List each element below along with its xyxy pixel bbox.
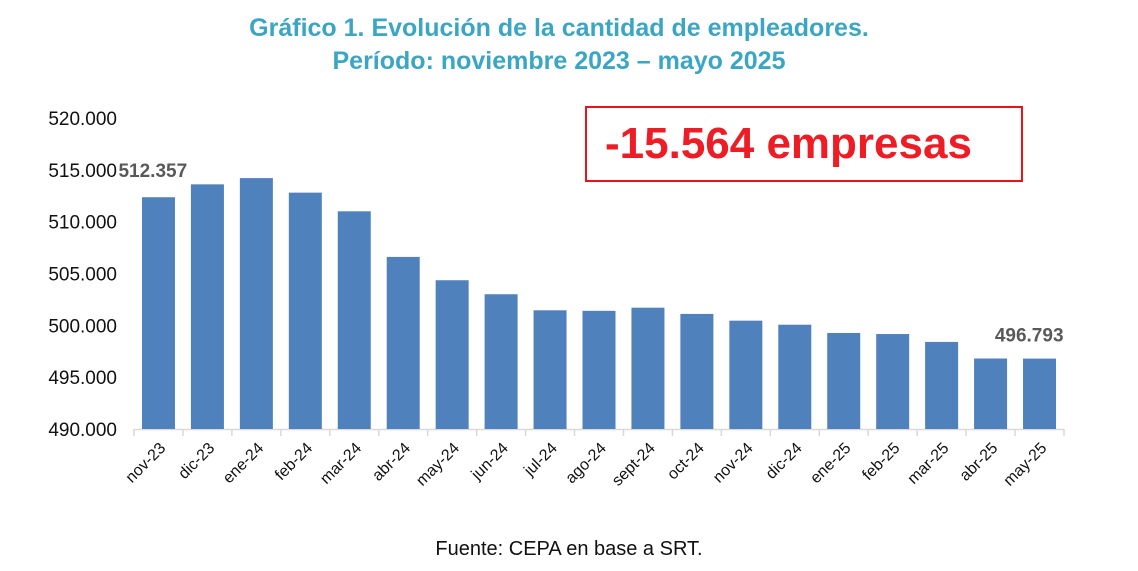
bar-dic-23 xyxy=(190,184,224,429)
bar-ago-24 xyxy=(582,310,616,429)
bar-mar-25 xyxy=(925,341,959,429)
x-tick-label: nov-24 xyxy=(710,440,757,487)
bar-oct-24 xyxy=(680,313,714,429)
y-tick-label: 520.000 xyxy=(48,109,117,130)
chart-title: Gráfico 1. Evolución de la cantidad de e… xyxy=(249,14,869,42)
y-tick-label: 505.000 xyxy=(48,265,117,286)
bar-chart: 490.000 495.000 500.000 505.000 510.000 515.0… xyxy=(48,109,1065,490)
bar-abr-24 xyxy=(386,256,420,429)
source-note: Fuente: CEPA en base a SRT. xyxy=(435,538,703,560)
bar-feb-24 xyxy=(288,192,322,429)
bar-may-24 xyxy=(435,280,469,429)
x-tick-label: sept-24 xyxy=(609,440,659,490)
bar-jul-24 xyxy=(533,310,567,429)
data-label: 512.357 xyxy=(118,161,187,182)
bar-jun-24 xyxy=(484,294,518,429)
data-label: 496.793 xyxy=(995,326,1064,347)
annotation-box: -15.564 empresas xyxy=(585,106,1023,182)
bar-dic-24 xyxy=(778,324,812,429)
bar-mar-24 xyxy=(337,211,371,429)
y-tick-label: 495.000 xyxy=(48,368,117,389)
y-tick-label: 515.000 xyxy=(48,161,117,182)
y-tick-label: 500.000 xyxy=(48,316,117,337)
bar-sept-24 xyxy=(631,307,665,429)
x-tick-label: nov-23 xyxy=(123,440,170,487)
chart-subtitle: Período: noviembre 2023 – mayo 2025 xyxy=(332,47,786,75)
x-tick-label: feb-25 xyxy=(859,440,903,484)
bar-abr-25 xyxy=(974,358,1008,429)
x-tick-label: dic-24 xyxy=(763,440,806,483)
x-tick-label: oct-24 xyxy=(664,440,708,484)
y-tick-label: 490.000 xyxy=(48,420,117,441)
bar-ene-24 xyxy=(239,178,273,429)
x-tick-label: ene-24 xyxy=(220,440,267,487)
x-tick-label: abr-25 xyxy=(957,440,1002,485)
x-tick-label: may-25 xyxy=(1001,440,1051,490)
x-tick-label: jul-24 xyxy=(520,440,560,480)
bar-ene-25 xyxy=(827,333,861,429)
x-tick-label: abr-24 xyxy=(369,440,414,485)
bar-nov-23 xyxy=(141,197,175,429)
y-tick-label: 510.000 xyxy=(48,213,117,234)
x-tick-label: ago-24 xyxy=(563,440,610,487)
bar-nov-24 xyxy=(729,320,763,429)
x-tick-label: jun-24 xyxy=(468,440,512,484)
x-tick-label: mar-24 xyxy=(317,440,365,488)
x-tick-label: mar-25 xyxy=(905,440,953,488)
x-tick-label: dic-23 xyxy=(175,440,218,483)
bar-feb-25 xyxy=(876,334,910,429)
x-tick-label: ene-25 xyxy=(807,440,854,487)
x-tick-label: feb-24 xyxy=(272,440,316,484)
x-tick-label: may-24 xyxy=(413,440,463,490)
bar-may-25 xyxy=(1023,358,1057,429)
